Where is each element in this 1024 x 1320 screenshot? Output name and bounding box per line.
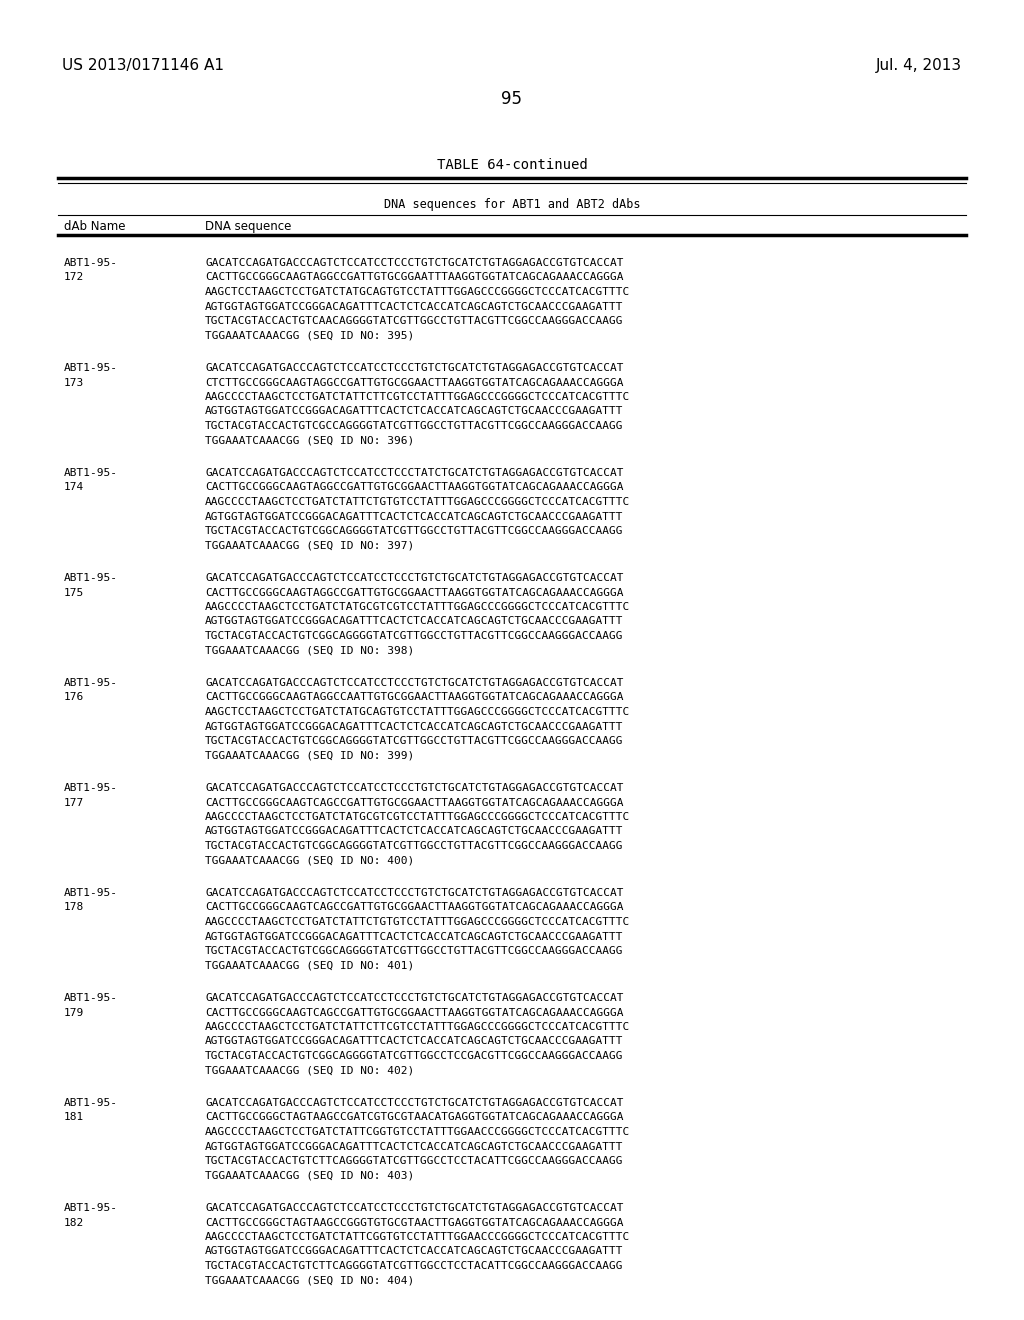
Text: AAGCTCCTAAGCTCCTGATCTATGCAGTGTCCTATTTGGAGCCCGGGGCTCCCATCACGTTTC: AAGCTCCTAAGCTCCTGATCTATGCAGTGTCCTATTTGGA… [205,286,630,297]
Text: GACATCCAGATGACCCAGTCTCCATCCTCCCTGTCTGCATCTGTAGGAGACCGTGTCACCAT: GACATCCAGATGACCCAGTCTCCATCCTCCCTGTCTGCAT… [205,783,624,793]
Text: Jul. 4, 2013: Jul. 4, 2013 [876,58,962,73]
Text: 174: 174 [63,483,84,492]
Text: 176: 176 [63,693,84,702]
Text: AGTGGTAGTGGATCCGGGACAGATTTCACTCTCACCATCAGCAGTCTGCAACCCGAAGATTT: AGTGGTAGTGGATCCGGGACAGATTTCACTCTCACCATCA… [205,511,624,521]
Text: AGTGGTAGTGGATCCGGGACAGATTTCACTCTCACCATCAGCAGTCTGCAACCCGAAGATTT: AGTGGTAGTGGATCCGGGACAGATTTCACTCTCACCATCA… [205,1246,624,1257]
Text: TGGAAATCAAACGG (SEQ ID NO: 399): TGGAAATCAAACGG (SEQ ID NO: 399) [205,751,415,760]
Text: AAGCCCCTAAGCTCCTGATCTATTCTTCGTCCTATTTGGAGCCCGGGGCTCCCATCACGTTTC: AAGCCCCTAAGCTCCTGATCTATTCTTCGTCCTATTTGGA… [205,392,630,403]
Text: CTCTTGCCGGGCAAGTAGGCCGATTGTGCGGAACTTAAGGTGGTATCAGCAGAAACCAGGGA: CTCTTGCCGGGCAAGTAGGCCGATTGTGCGGAACTTAAGG… [205,378,624,388]
Text: GACATCCAGATGACCCAGTCTCCATCCTCCCTGTCTGCATCTGTAGGAGACCGTGTCACCAT: GACATCCAGATGACCCAGTCTCCATCCTCCCTGTCTGCAT… [205,363,624,374]
Text: TGCTACGTACCACTGTCGGCAGGGGTATCGTTGGCCTGTTACGTTCGGCCAAGGGACCAAGG: TGCTACGTACCACTGTCGGCAGGGGTATCGTTGGCCTGTT… [205,631,624,642]
Text: AAGCCCCTAAGCTCCTGATCTATGCGTCGTCCTATTTGGAGCCCGGGGCTCCCATCACGTTTC: AAGCCCCTAAGCTCCTGATCTATGCGTCGTCCTATTTGGA… [205,602,630,612]
Text: ABT1-95-: ABT1-95- [63,1098,118,1107]
Text: GACATCCAGATGACCCAGTCTCCATCCTCCCTGTCTGCATCTGTAGGAGACCGTGTCACCAT: GACATCCAGATGACCCAGTCTCCATCCTCCCTGTCTGCAT… [205,678,624,688]
Text: ABT1-95-: ABT1-95- [63,469,118,478]
Text: TGGAAATCAAACGG (SEQ ID NO: 395): TGGAAATCAAACGG (SEQ ID NO: 395) [205,330,415,341]
Text: AGTGGTAGTGGATCCGGGACAGATTTCACTCTCACCATCAGCAGTCTGCAACCCGAAGATTT: AGTGGTAGTGGATCCGGGACAGATTTCACTCTCACCATCA… [205,722,624,731]
Text: TGGAAATCAAACGG (SEQ ID NO: 396): TGGAAATCAAACGG (SEQ ID NO: 396) [205,436,415,446]
Text: TGGAAATCAAACGG (SEQ ID NO: 397): TGGAAATCAAACGG (SEQ ID NO: 397) [205,540,415,550]
Text: GACATCCAGATGACCCAGTCTCCATCCTCCCTGTCTGCATCTGTAGGAGACCGTGTCACCAT: GACATCCAGATGACCCAGTCTCCATCCTCCCTGTCTGCAT… [205,1203,624,1213]
Text: TGCTACGTACCACTGTCTTCAGGGGTATCGTTGGCCTCCTACATTCGGCCAAGGGACCAAGG: TGCTACGTACCACTGTCTTCAGGGGTATCGTTGGCCTCCT… [205,1156,624,1166]
Text: ABT1-95-: ABT1-95- [63,257,118,268]
Text: 179: 179 [63,1007,84,1018]
Text: 173: 173 [63,378,84,388]
Text: TGGAAATCAAACGG (SEQ ID NO: 401): TGGAAATCAAACGG (SEQ ID NO: 401) [205,961,415,970]
Text: TGGAAATCAAACGG (SEQ ID NO: 402): TGGAAATCAAACGG (SEQ ID NO: 402) [205,1065,415,1076]
Text: AAGCCCCTAAGCTCCTGATCTATTCGGTGTCCTATTTGGAACCCGGGGCTCCCATCACGTTTC: AAGCCCCTAAGCTCCTGATCTATTCGGTGTCCTATTTGGA… [205,1127,630,1137]
Text: TGCTACGTACCACTGTCGGCAGGGGTATCGTTGGCCTCCGACGTTCGGCCAAGGGACCAAGG: TGCTACGTACCACTGTCGGCAGGGGTATCGTTGGCCTCCG… [205,1051,624,1061]
Text: DNA sequence: DNA sequence [205,220,292,234]
Text: DNA sequences for ABT1 and ABT2 dAbs: DNA sequences for ABT1 and ABT2 dAbs [384,198,640,211]
Text: 172: 172 [63,272,84,282]
Text: 181: 181 [63,1113,84,1122]
Text: CACTTGCCGGGCTAGTAAGCCGGGTGTGCGTAACTTGAGGTGGTATCAGCAGAAACCAGGGA: CACTTGCCGGGCTAGTAAGCCGGGTGTGCGTAACTTGAGG… [205,1217,624,1228]
Text: ABT1-95-: ABT1-95- [63,1203,118,1213]
Text: 178: 178 [63,903,84,912]
Text: TGCTACGTACCACTGTCGGCAGGGGTATCGTTGGCCTGTTACGTTCGGCCAAGGGACCAAGG: TGCTACGTACCACTGTCGGCAGGGGTATCGTTGGCCTGTT… [205,737,624,746]
Text: 177: 177 [63,797,84,808]
Text: AAGCCCCTAAGCTCCTGATCTATTCTGTGTCCTATTTGGAGCCCGGGGCTCCCATCACGTTTC: AAGCCCCTAAGCTCCTGATCTATTCTGTGTCCTATTTGGA… [205,498,630,507]
Text: AAGCCCCTAAGCTCCTGATCTATTCTGTGTCCTATTTGGAGCCCGGGGCTCCCATCACGTTTC: AAGCCCCTAAGCTCCTGATCTATTCTGTGTCCTATTTGGA… [205,917,630,927]
Text: CACTTGCCGGGCAAGTCAGCCGATTGTGCGGAACTTAAGGTGGTATCAGCAGAAACCAGGGA: CACTTGCCGGGCAAGTCAGCCGATTGTGCGGAACTTAAGG… [205,903,624,912]
Text: AAGCCCCTAAGCTCCTGATCTATGCGTCGTCCTATTTGGAGCCCGGGGCTCCCATCACGTTTC: AAGCCCCTAAGCTCCTGATCTATGCGTCGTCCTATTTGGA… [205,812,630,822]
Text: 182: 182 [63,1217,84,1228]
Text: CACTTGCCGGGCAAGTCAGCCGATTGTGCGGAACTTAAGGTGGTATCAGCAGAAACCAGGGA: CACTTGCCGGGCAAGTCAGCCGATTGTGCGGAACTTAAGG… [205,797,624,808]
Text: AGTGGTAGTGGATCCGGGACAGATTTCACTCTCACCATCAGCAGTCTGCAACCCGAAGATTT: AGTGGTAGTGGATCCGGGACAGATTTCACTCTCACCATCA… [205,407,624,417]
Text: AGTGGTAGTGGATCCGGGACAGATTTCACTCTCACCATCAGCAGTCTGCAACCCGAAGATTT: AGTGGTAGTGGATCCGGGACAGATTTCACTCTCACCATCA… [205,301,624,312]
Text: CACTTGCCGGGCTAGTAAGCCGATCGTGCGTAACATGAGGTGGTATCAGCAGAAACCAGGGA: CACTTGCCGGGCTAGTAAGCCGATCGTGCGTAACATGAGG… [205,1113,624,1122]
Text: dAb Name: dAb Name [63,220,126,234]
Text: ABT1-95-: ABT1-95- [63,678,118,688]
Text: ABT1-95-: ABT1-95- [63,993,118,1003]
Text: TGGAAATCAAACGG (SEQ ID NO: 398): TGGAAATCAAACGG (SEQ ID NO: 398) [205,645,415,656]
Text: ABT1-95-: ABT1-95- [63,888,118,898]
Text: GACATCCAGATGACCCAGTCTCCATCCTCCCTGTCTGCATCTGTAGGAGACCGTGTCACCAT: GACATCCAGATGACCCAGTCTCCATCCTCCCTGTCTGCAT… [205,257,624,268]
Text: AGTGGTAGTGGATCCGGGACAGATTTCACTCTCACCATCAGCAGTCTGCAACCCGAAGATTT: AGTGGTAGTGGATCCGGGACAGATTTCACTCTCACCATCA… [205,1036,624,1047]
Text: CACTTGCCGGGCAAGTAGGCCAATTGTGCGGAACTTAAGGTGGTATCAGCAGAAACCAGGGA: CACTTGCCGGGCAAGTAGGCCAATTGTGCGGAACTTAAGG… [205,693,624,702]
Text: TGCTACGTACCACTGTCGCCAGGGGTATCGTTGGCCTGTTACGTTCGGCCAAGGGACCAAGG: TGCTACGTACCACTGTCGCCAGGGGTATCGTTGGCCTGTT… [205,421,624,432]
Text: AAGCCCCTAAGCTCCTGATCTATTCTTCGTCCTATTTGGAGCCCGGGGCTCCCATCACGTTTC: AAGCCCCTAAGCTCCTGATCTATTCTTCGTCCTATTTGGA… [205,1022,630,1032]
Text: TGCTACGTACCACTGTCGGCAGGGGTATCGTTGGCCTGTTACGTTCGGCCAAGGGACCAAGG: TGCTACGTACCACTGTCGGCAGGGGTATCGTTGGCCTGTT… [205,841,624,851]
Text: TGGAAATCAAACGG (SEQ ID NO: 400): TGGAAATCAAACGG (SEQ ID NO: 400) [205,855,415,866]
Text: AGTGGTAGTGGATCCGGGACAGATTTCACTCTCACCATCAGCAGTCTGCAACCCGAAGATTT: AGTGGTAGTGGATCCGGGACAGATTTCACTCTCACCATCA… [205,616,624,627]
Text: TGCTACGTACCACTGTCGGCAGGGGTATCGTTGGCCTGTTACGTTCGGCCAAGGGACCAAGG: TGCTACGTACCACTGTCGGCAGGGGTATCGTTGGCCTGTT… [205,525,624,536]
Text: GACATCCAGATGACCCAGTCTCCATCCTCCCTGTCTGCATCTGTAGGAGACCGTGTCACCAT: GACATCCAGATGACCCAGTCTCCATCCTCCCTGTCTGCAT… [205,573,624,583]
Text: 175: 175 [63,587,84,598]
Text: CACTTGCCGGGCAAGTAGGCCGATTGTGCGGAACTTAAGGTGGTATCAGCAGAAACCAGGGA: CACTTGCCGGGCAAGTAGGCCGATTGTGCGGAACTTAAGG… [205,587,624,598]
Text: TGCTACGTACCACTGTCAACAGGGGTATCGTTGGCCTGTTACGTTCGGCCAAGGGACCAAGG: TGCTACGTACCACTGTCAACAGGGGTATCGTTGGCCTGTT… [205,315,624,326]
Text: US 2013/0171146 A1: US 2013/0171146 A1 [62,58,224,73]
Text: AGTGGTAGTGGATCCGGGACAGATTTCACTCTCACCATCAGCAGTCTGCAACCCGAAGATTT: AGTGGTAGTGGATCCGGGACAGATTTCACTCTCACCATCA… [205,1142,624,1151]
Text: AAGCCCCTAAGCTCCTGATCTATTCGGTGTCCTATTTGGAACCCGGGGCTCCCATCACGTTTC: AAGCCCCTAAGCTCCTGATCTATTCGGTGTCCTATTTGGA… [205,1232,630,1242]
Text: CACTTGCCGGGCAAGTCAGCCGATTGTGCGGAACTTAAGGTGGTATCAGCAGAAACCAGGGA: CACTTGCCGGGCAAGTCAGCCGATTGTGCGGAACTTAAGG… [205,1007,624,1018]
Text: CACTTGCCGGGCAAGTAGGCCGATTGTGCGGAATTTAAGGTGGTATCAGCAGAAACCAGGGA: CACTTGCCGGGCAAGTAGGCCGATTGTGCGGAATTTAAGG… [205,272,624,282]
Text: TABLE 64-continued: TABLE 64-continued [436,158,588,172]
Text: AGTGGTAGTGGATCCGGGACAGATTTCACTCTCACCATCAGCAGTCTGCAACCCGAAGATTT: AGTGGTAGTGGATCCGGGACAGATTTCACTCTCACCATCA… [205,826,624,837]
Text: GACATCCAGATGACCCAGTCTCCATCCTCCCTATCTGCATCTGTAGGAGACCGTGTCACCAT: GACATCCAGATGACCCAGTCTCCATCCTCCCTATCTGCAT… [205,469,624,478]
Text: TGCTACGTACCACTGTCTTCAGGGGTATCGTTGGCCTCCTACATTCGGCCAAGGGACCAAGG: TGCTACGTACCACTGTCTTCAGGGGTATCGTTGGCCTCCT… [205,1261,624,1271]
Text: TGGAAATCAAACGG (SEQ ID NO: 404): TGGAAATCAAACGG (SEQ ID NO: 404) [205,1275,415,1286]
Text: GACATCCAGATGACCCAGTCTCCATCCTCCCTGTCTGCATCTGTAGGAGACCGTGTCACCAT: GACATCCAGATGACCCAGTCTCCATCCTCCCTGTCTGCAT… [205,888,624,898]
Text: GACATCCAGATGACCCAGTCTCCATCCTCCCTGTCTGCATCTGTAGGAGACCGTGTCACCAT: GACATCCAGATGACCCAGTCTCCATCCTCCCTGTCTGCAT… [205,993,624,1003]
Text: 95: 95 [502,90,522,108]
Text: TGCTACGTACCACTGTCGGCAGGGGTATCGTTGGCCTGTTACGTTCGGCCAAGGGACCAAGG: TGCTACGTACCACTGTCGGCAGGGGTATCGTTGGCCTGTT… [205,946,624,956]
Text: AGTGGTAGTGGATCCGGGACAGATTTCACTCTCACCATCAGCAGTCTGCAACCCGAAGATTT: AGTGGTAGTGGATCCGGGACAGATTTCACTCTCACCATCA… [205,932,624,941]
Text: ABT1-95-: ABT1-95- [63,783,118,793]
Text: ABT1-95-: ABT1-95- [63,363,118,374]
Text: GACATCCAGATGACCCAGTCTCCATCCTCCCTGTCTGCATCTGTAGGAGACCGTGTCACCAT: GACATCCAGATGACCCAGTCTCCATCCTCCCTGTCTGCAT… [205,1098,624,1107]
Text: AAGCTCCTAAGCTCCTGATCTATGCAGTGTCCTATTTGGAGCCCGGGGCTCCCATCACGTTTC: AAGCTCCTAAGCTCCTGATCTATGCAGTGTCCTATTTGGA… [205,708,630,717]
Text: CACTTGCCGGGCAAGTAGGCCGATTGTGCGGAACTTAAGGTGGTATCAGCAGAAACCAGGGA: CACTTGCCGGGCAAGTAGGCCGATTGTGCGGAACTTAAGG… [205,483,624,492]
Text: ABT1-95-: ABT1-95- [63,573,118,583]
Text: TGGAAATCAAACGG (SEQ ID NO: 403): TGGAAATCAAACGG (SEQ ID NO: 403) [205,1171,415,1180]
